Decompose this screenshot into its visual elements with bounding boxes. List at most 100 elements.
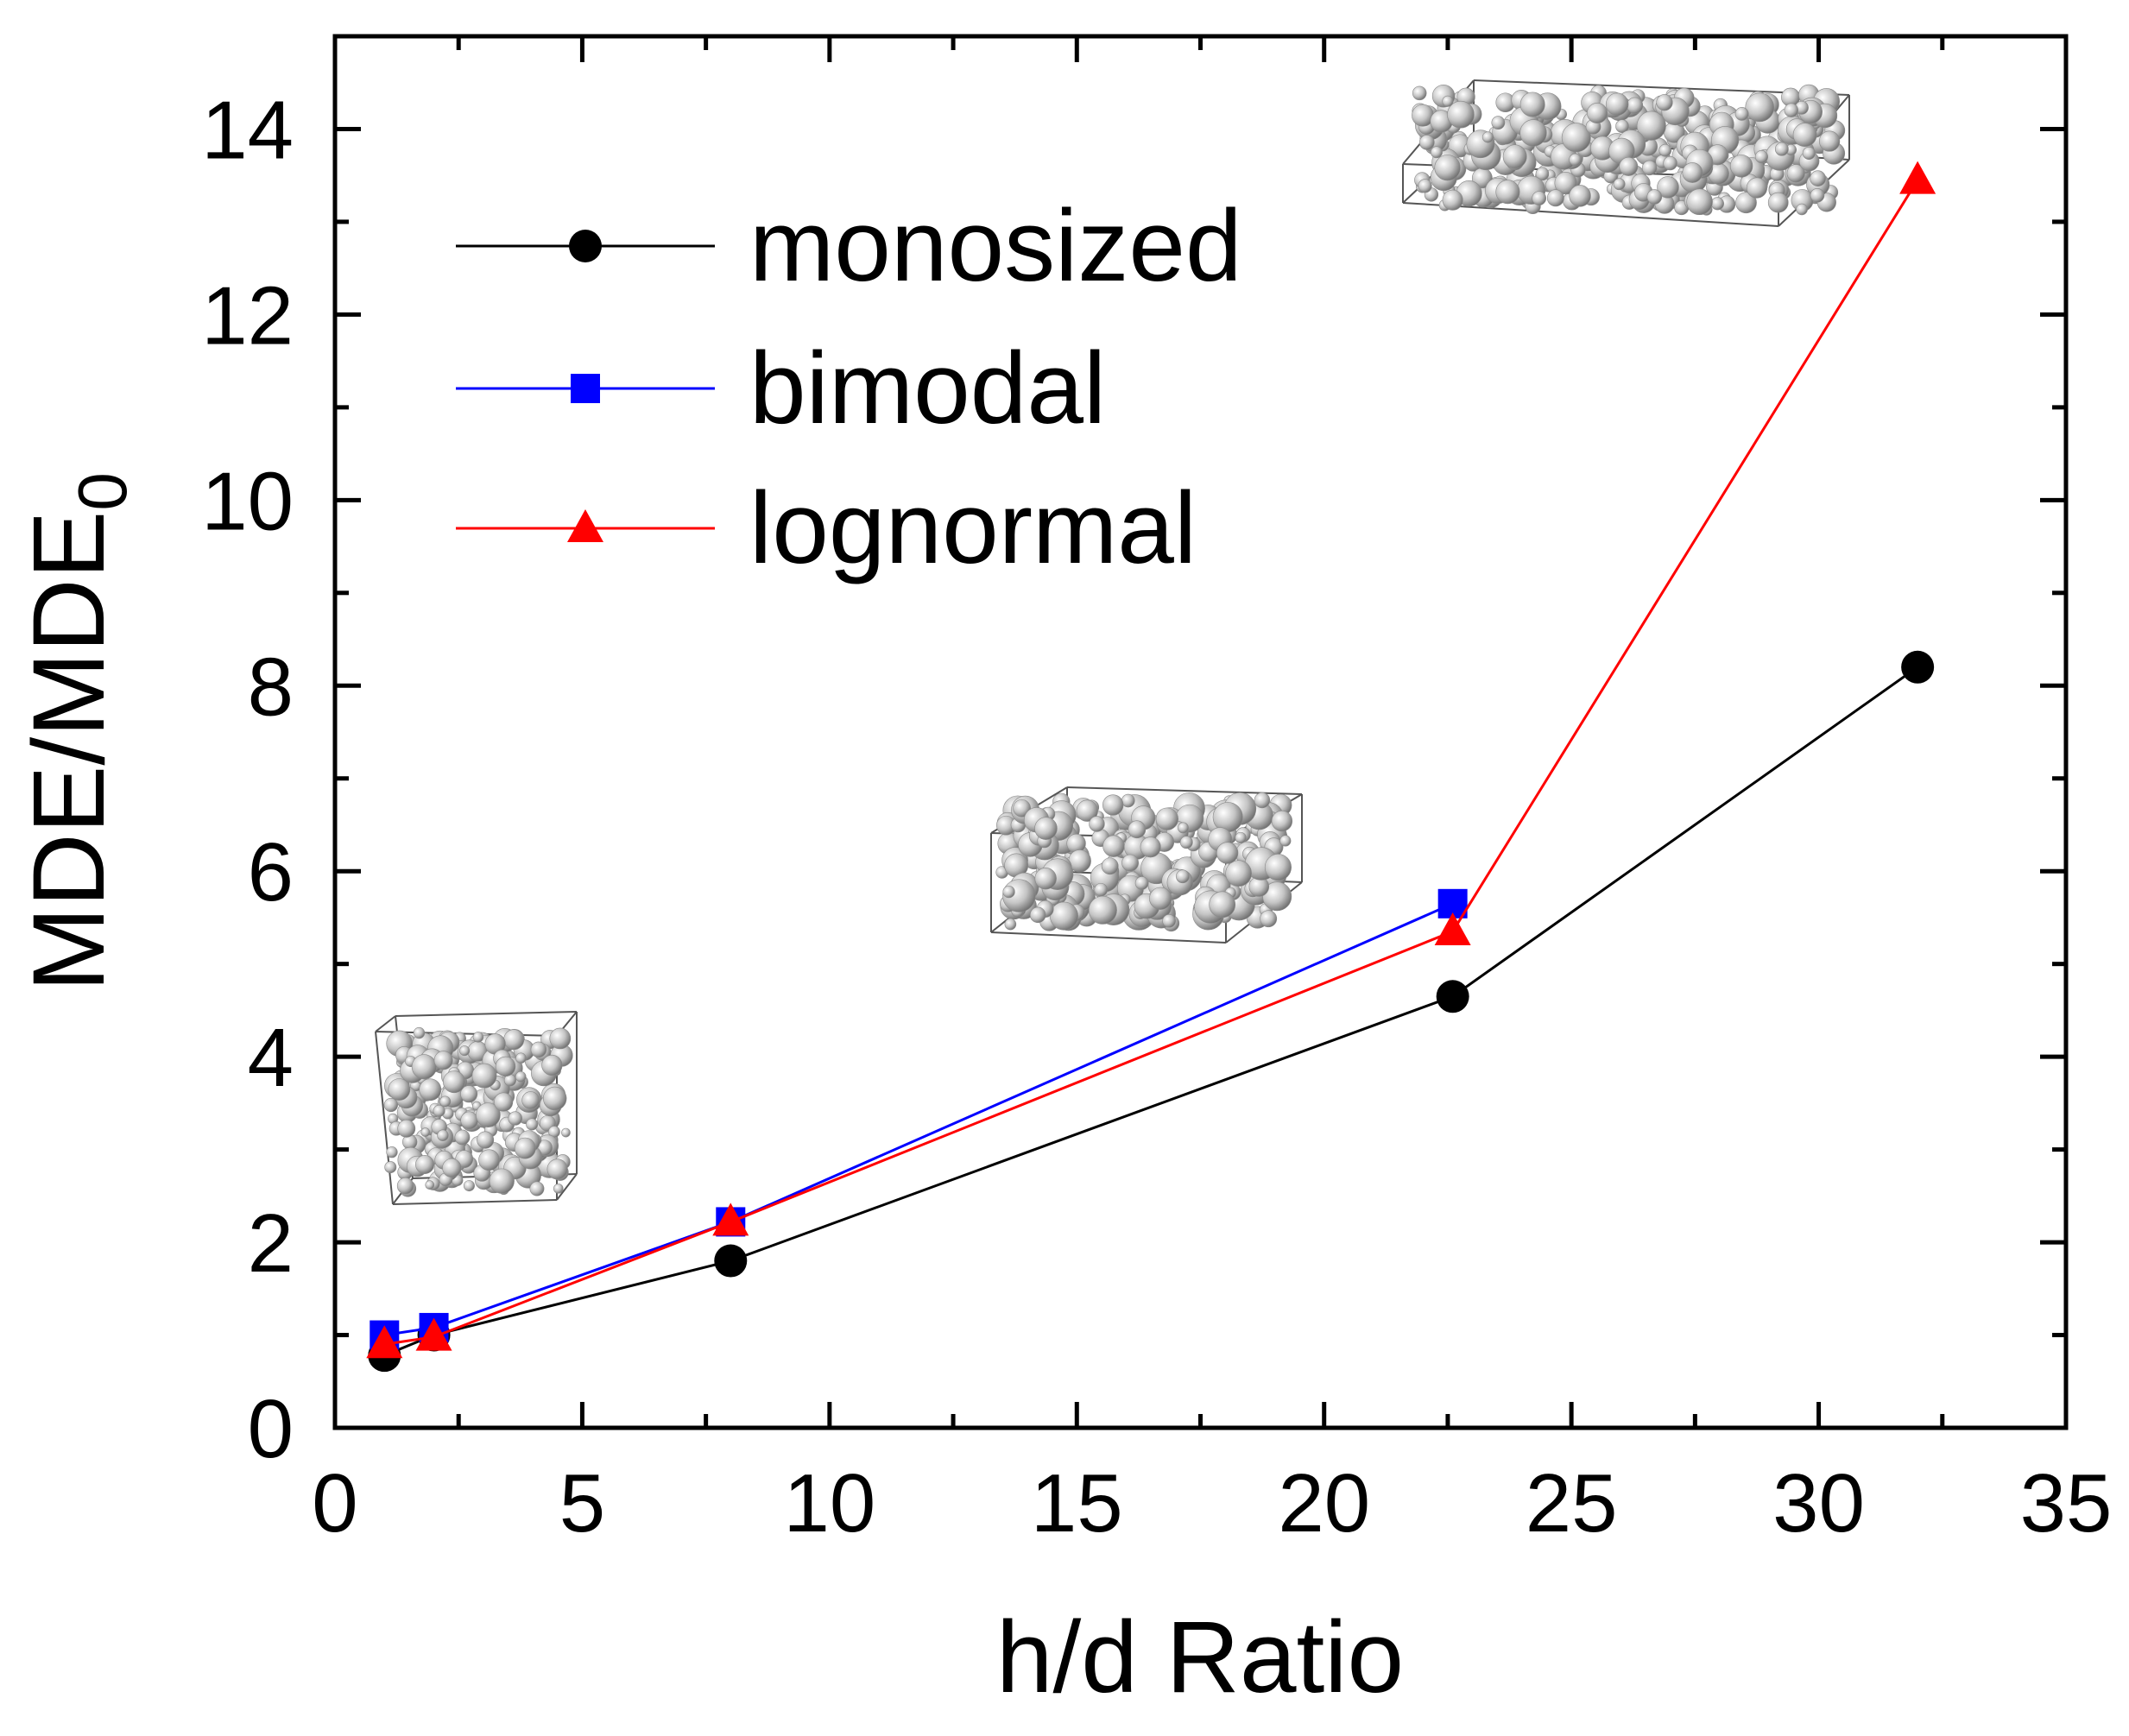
inset-sphere (388, 1078, 411, 1101)
inset-sphere (1216, 842, 1239, 864)
inset-sphere (1176, 869, 1190, 884)
inset-sphere (425, 1180, 435, 1190)
inset-sphere (1260, 910, 1278, 928)
inset-sphere (542, 1086, 567, 1111)
y-tick-label: 12 (201, 269, 294, 362)
inset-sphere (1002, 885, 1015, 899)
inset-sphere (433, 1104, 445, 1117)
inset-sphere (1734, 107, 1749, 121)
inset-sphere (514, 1137, 536, 1159)
legend-marker-bimodal (571, 374, 600, 403)
inset-sphere (1605, 92, 1629, 116)
inset-sphere (529, 1181, 545, 1196)
inset-sphere (1412, 85, 1427, 101)
inset-sphere (503, 1029, 525, 1051)
inset-sphere (1587, 102, 1608, 123)
inset-sphere (459, 1045, 471, 1057)
inset-sphere (1796, 203, 1808, 216)
inset-sphere (1140, 836, 1161, 858)
inset-sphere (1481, 131, 1494, 143)
inset-sphere (530, 1041, 547, 1058)
inset-sphere (1626, 97, 1644, 114)
inset-sphere (561, 1127, 571, 1138)
data-point-monosized (714, 1244, 748, 1278)
inset-sphere (549, 1027, 572, 1050)
inset-sphere (1519, 119, 1547, 147)
inset-sphere (1682, 162, 1703, 183)
inset-sphere (396, 1177, 414, 1195)
inset-sphere (433, 1051, 453, 1070)
inset-sphere (383, 1097, 398, 1113)
inset-sphere (1546, 189, 1564, 207)
y-tick-label: 8 (248, 641, 294, 733)
inset-sphere (442, 1158, 462, 1178)
inset-sphere (472, 1032, 484, 1043)
inset-sphere (1447, 100, 1475, 129)
inset-sphere (1034, 817, 1058, 840)
data-point-lognormal (1899, 161, 1936, 194)
legend: monosized bimodal lognormal (456, 189, 1242, 585)
inset-sphere (1442, 189, 1463, 211)
x-tick-label: 30 (1772, 1457, 1865, 1550)
cube-packing-inset (375, 1011, 578, 1205)
inset-sphere (1121, 854, 1139, 872)
inset-sphere (1262, 881, 1292, 912)
y-axis-title-main: MDE/MDE (12, 511, 126, 992)
inset-box-edge (1402, 202, 1779, 227)
inset-sphere (1754, 149, 1768, 164)
inset-sphere (413, 1026, 426, 1039)
inset-sphere (1102, 794, 1124, 816)
inset-sphere (1502, 144, 1527, 169)
inset-sphere (1569, 185, 1591, 207)
inset-sphere (1686, 188, 1713, 216)
insets-layer (375, 79, 1850, 1205)
inset-sphere (1162, 914, 1176, 928)
inset-sphere (1029, 906, 1046, 924)
inset-sphere (478, 1149, 500, 1171)
inset-box-edge (556, 1173, 578, 1201)
inset-sphere (384, 1161, 397, 1174)
x-tick-label: 20 (1278, 1457, 1370, 1550)
inset-sphere (1094, 882, 1108, 897)
inset-sphere (1050, 901, 1078, 931)
y-tick-label: 10 (201, 455, 294, 547)
inset-box-edge (990, 931, 1227, 944)
data-point-monosized (1436, 980, 1469, 1013)
inset-box-edge (395, 1011, 578, 1017)
inset-sphere (1519, 92, 1545, 117)
legend-label-lognormal: lognormal (749, 471, 1197, 585)
legend-label-bimodal: bimodal (749, 331, 1106, 445)
inset-sphere (1442, 95, 1454, 107)
series-line-lognormal (384, 179, 1919, 1346)
inset-sphere (1179, 836, 1193, 849)
y-tick-label: 2 (248, 1197, 294, 1290)
inset-sphere (494, 1092, 514, 1112)
inset-sphere (1102, 835, 1125, 857)
inset-sphere (546, 1158, 568, 1180)
inset-sphere (1254, 792, 1271, 809)
inset-sphere (471, 1063, 497, 1089)
inset-sphere (411, 1054, 437, 1080)
inset-sphere (1101, 857, 1119, 875)
inset-sphere (1264, 854, 1292, 881)
inset-sphere (463, 1180, 475, 1192)
inset-sphere (515, 1070, 527, 1083)
inset-sphere (1561, 123, 1591, 153)
inset-sphere (1554, 172, 1577, 195)
inset-sphere (1792, 123, 1817, 148)
y-axis-title-subscript: 0 (64, 472, 141, 511)
inset-sphere (1089, 816, 1105, 832)
series-monosized (368, 650, 1935, 1373)
inset-sphere (1613, 178, 1626, 191)
inset-sphere (553, 1184, 564, 1194)
inset-sphere (415, 1155, 435, 1174)
inset-sphere (1418, 179, 1432, 193)
inset-sphere (1034, 868, 1057, 890)
inset-sphere (1434, 155, 1461, 181)
inset-sphere (1013, 799, 1031, 817)
inset-sphere (1279, 835, 1292, 847)
data-point-lognormal (415, 1317, 452, 1351)
x-tick-label: 35 (2020, 1457, 2113, 1550)
legend-marker-monosized (569, 230, 602, 262)
inset-sphere (1745, 92, 1775, 123)
